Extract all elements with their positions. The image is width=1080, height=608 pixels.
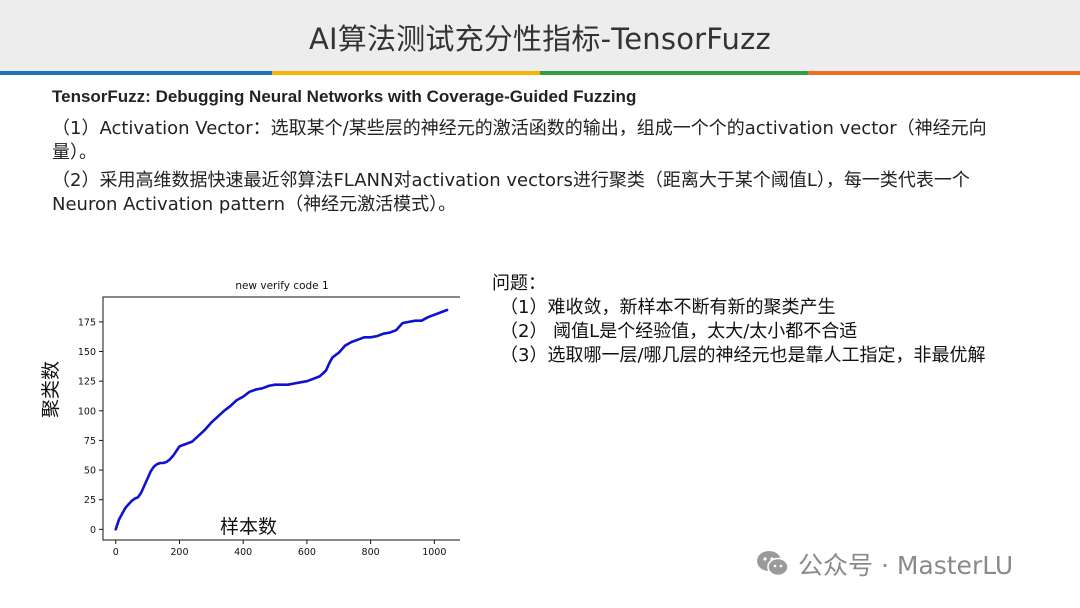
y-tick-label: 50 bbox=[84, 466, 96, 477]
y-tick-label: 75 bbox=[84, 436, 96, 447]
y-tick-label: 25 bbox=[84, 495, 96, 506]
y-tick-label: 175 bbox=[78, 317, 96, 328]
wechat-icon bbox=[757, 551, 789, 577]
accent-bar-yellow bbox=[272, 71, 540, 75]
issue-item-3: （3）选取哪一层/哪几层的神经元也是靠人工指定，非最优解 bbox=[500, 345, 986, 366]
x-tick-label: 400 bbox=[234, 547, 252, 558]
accent-bar-orange bbox=[808, 71, 1080, 75]
issues-heading: 问题： bbox=[492, 273, 546, 294]
chart-title: new verify code 1 bbox=[235, 280, 328, 292]
y-axis-label: 聚类数 bbox=[40, 360, 62, 418]
plot-frame bbox=[102, 296, 464, 541]
paper-title: TensorFuzz: Debugging Neural Networks wi… bbox=[52, 87, 637, 106]
watermark-text: 公众号 · MasterLU bbox=[798, 551, 1014, 580]
x-tick-label: 200 bbox=[170, 547, 188, 558]
axis-ticks: 0 200 400 600 800 1000 0 25 50 75 100 125 150 175 bbox=[78, 317, 447, 558]
slide-header: AI算法测试充分性指标-TensorFuzz bbox=[0, 0, 1080, 72]
issues-list: 问题： （1）难收敛，新样本不断有新的聚类产生 （2） 阈值L是个经验值，太大/… bbox=[492, 272, 986, 368]
issue-item-2: （2） 阈值L是个经验值，太大/太小都不合适 bbox=[500, 321, 858, 342]
y-tick-label: 100 bbox=[78, 406, 96, 417]
x-tick-label: 1000 bbox=[422, 547, 446, 558]
y-tick-label: 125 bbox=[78, 377, 96, 388]
x-tick-label: 800 bbox=[362, 547, 380, 558]
accent-bar-green bbox=[540, 71, 808, 75]
y-tick-label: 150 bbox=[78, 347, 96, 358]
watermark: 公众号 · MasterLU bbox=[756, 548, 1013, 580]
accent-bar-blue bbox=[0, 71, 272, 75]
x-tick-label: 600 bbox=[298, 547, 316, 558]
x-tick-label: 0 bbox=[113, 547, 119, 558]
y-tick-label: 0 bbox=[90, 525, 96, 536]
issue-item-1: （1）难收敛，新样本不断有新的聚类产生 bbox=[500, 297, 836, 318]
x-axis-label: 样本数 bbox=[220, 516, 278, 538]
paragraph-activation-vector: （1）Activation Vector：选取某个/某些层的神经元的激活函数的输… bbox=[52, 118, 987, 163]
series-line bbox=[114, 308, 449, 531]
slide-title: AI算法测试充分性指标-TensorFuzz bbox=[309, 22, 771, 56]
paragraph-flann-clustering: （2）采用高维数据快速最近邻算法FLANN对activation vectors… bbox=[52, 170, 970, 215]
